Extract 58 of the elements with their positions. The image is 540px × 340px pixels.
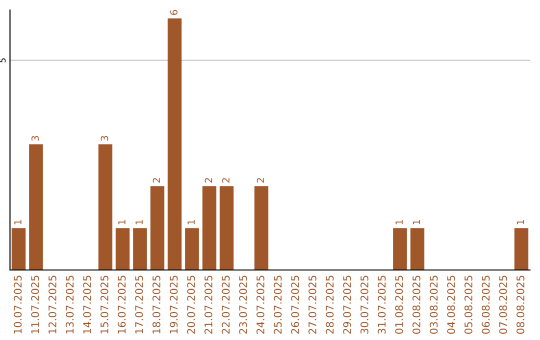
x-tick-label: 03.08.2025 bbox=[430, 276, 438, 334]
bar bbox=[202, 186, 216, 270]
data-label: 6 bbox=[170, 10, 178, 15]
data-label: 2 bbox=[256, 178, 264, 183]
data-label: 1 bbox=[118, 220, 126, 224]
x-tick-label: 06.08.2025 bbox=[482, 276, 490, 334]
bar bbox=[168, 18, 182, 270]
x-tick-label: 01.08.2025 bbox=[395, 276, 404, 334]
x-tick-label: 22.07.2025 bbox=[222, 276, 230, 334]
data-label: 2 bbox=[204, 178, 212, 183]
bar bbox=[393, 228, 407, 270]
bar bbox=[29, 144, 43, 270]
data-label: 1 bbox=[14, 220, 22, 224]
x-tick-label: 21.07.2025 bbox=[204, 276, 212, 334]
bar bbox=[150, 186, 164, 270]
x-tick-label: 25.07.2025 bbox=[274, 276, 282, 334]
bar bbox=[185, 228, 199, 270]
x-tick-label: 26.07.2025 bbox=[291, 276, 300, 334]
x-tick-label: 29.07.2025 bbox=[343, 276, 352, 334]
x-tick-label: 28.07.2025 bbox=[326, 276, 334, 334]
x-tick-label: 15.07.2025 bbox=[100, 276, 108, 334]
x-tick-label: 12.07.2025 bbox=[48, 276, 56, 334]
x-tick-label: 05.08.2025 bbox=[464, 276, 472, 334]
x-tick-label: 30.07.2025 bbox=[360, 276, 368, 334]
data-label: 3 bbox=[31, 136, 39, 141]
x-tick-label: 16.07.2025 bbox=[118, 276, 126, 334]
data-label: 1 bbox=[516, 220, 524, 224]
x-tick-label: 20.07.2025 bbox=[187, 276, 196, 334]
data-label: 1 bbox=[396, 220, 403, 224]
x-tick-label: 18.07.2025 bbox=[152, 276, 160, 334]
x-tick-label: 08.08.2025 bbox=[516, 276, 524, 334]
data-label: 2 bbox=[152, 178, 160, 183]
x-tick-label: 31.07.2025 bbox=[378, 276, 386, 334]
x-tick-label: 13.07.2025 bbox=[66, 276, 74, 334]
x-tick-label: 19.07.2025 bbox=[170, 276, 178, 334]
x-tick-label: 10.07.2025 bbox=[14, 276, 22, 334]
bar bbox=[133, 228, 147, 270]
bar bbox=[514, 228, 528, 270]
data-label: 1 bbox=[412, 220, 420, 224]
x-tick-label: 24.07.2025 bbox=[256, 276, 264, 334]
x-tick-label: 11.07.2025 bbox=[31, 276, 40, 334]
bar bbox=[410, 228, 424, 270]
data-label: 1 bbox=[188, 220, 195, 224]
data-label: 1 bbox=[136, 220, 143, 224]
x-tick-label: 27.07.2025 bbox=[308, 276, 316, 334]
x-tick-label: 23.07.2025 bbox=[239, 276, 248, 334]
x-tick-label: 14.07.2025 bbox=[83, 276, 92, 334]
x-tick-label: 04.08.2025 bbox=[447, 276, 456, 334]
data-label: 2 bbox=[222, 178, 230, 183]
x-tick-label: 02.08.2025 bbox=[412, 276, 420, 334]
bar bbox=[220, 186, 234, 270]
data-label: 3 bbox=[100, 136, 108, 141]
bar bbox=[116, 228, 130, 270]
bar bbox=[12, 228, 26, 270]
bar bbox=[98, 144, 112, 270]
x-tick-label: 07.08.2025 bbox=[499, 276, 508, 334]
bar bbox=[254, 186, 268, 270]
x-tick-label: 17.07.2025 bbox=[135, 276, 144, 334]
